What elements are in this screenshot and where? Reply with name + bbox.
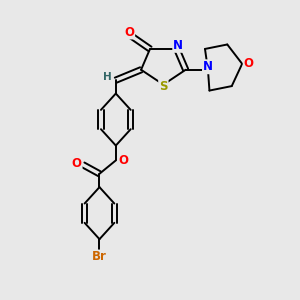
Text: H: H xyxy=(103,72,111,82)
Text: N: N xyxy=(203,60,213,73)
Text: O: O xyxy=(72,157,82,170)
Text: S: S xyxy=(159,80,168,93)
Text: N: N xyxy=(173,39,183,52)
Text: Br: Br xyxy=(92,250,107,263)
Text: O: O xyxy=(244,57,254,70)
Text: O: O xyxy=(124,26,134,38)
Text: O: O xyxy=(118,154,128,167)
